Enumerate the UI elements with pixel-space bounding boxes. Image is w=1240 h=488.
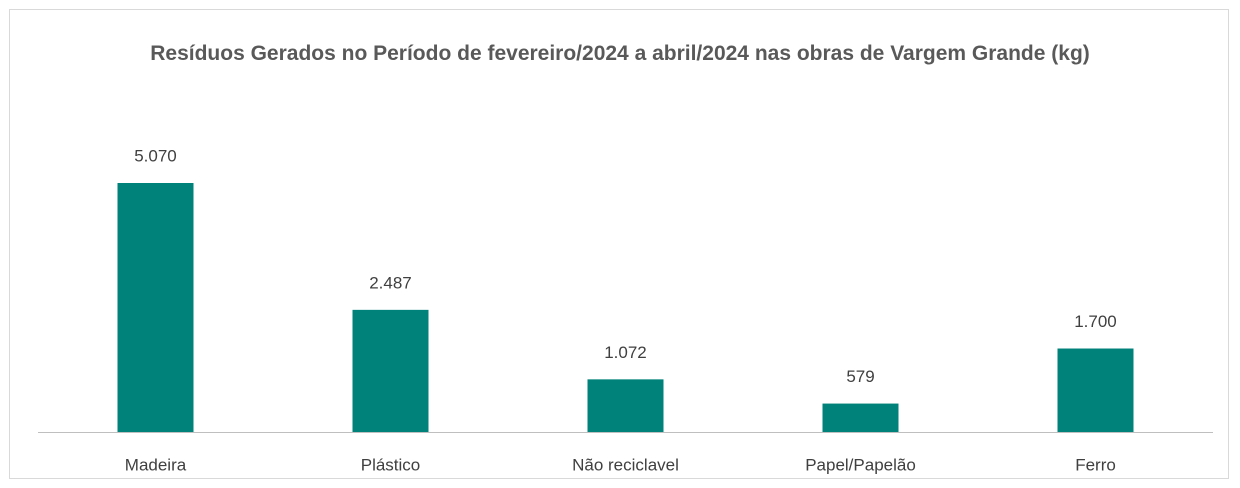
data-label: 1.700	[1074, 312, 1117, 331]
data-label: 5.070	[134, 146, 177, 165]
x-tick-label: Papel/Papelão	[805, 455, 916, 474]
chart-frame	[9, 9, 1229, 479]
bar	[352, 309, 429, 432]
bar	[1057, 348, 1134, 432]
x-tick-label: Não reciclavel	[572, 455, 679, 474]
bar	[822, 403, 899, 432]
x-tick-label: Plástico	[361, 455, 421, 474]
x-tick-label: Madeira	[125, 455, 187, 474]
data-label: 579	[846, 367, 874, 386]
data-label: 2.487	[369, 273, 412, 292]
bar	[117, 183, 194, 432]
chart-title: Resíduos Gerados no Período de fevereiro…	[150, 42, 1090, 65]
bar	[587, 379, 664, 432]
data-label: 1.072	[604, 343, 647, 362]
x-tick-label: Ferro	[1075, 455, 1116, 474]
